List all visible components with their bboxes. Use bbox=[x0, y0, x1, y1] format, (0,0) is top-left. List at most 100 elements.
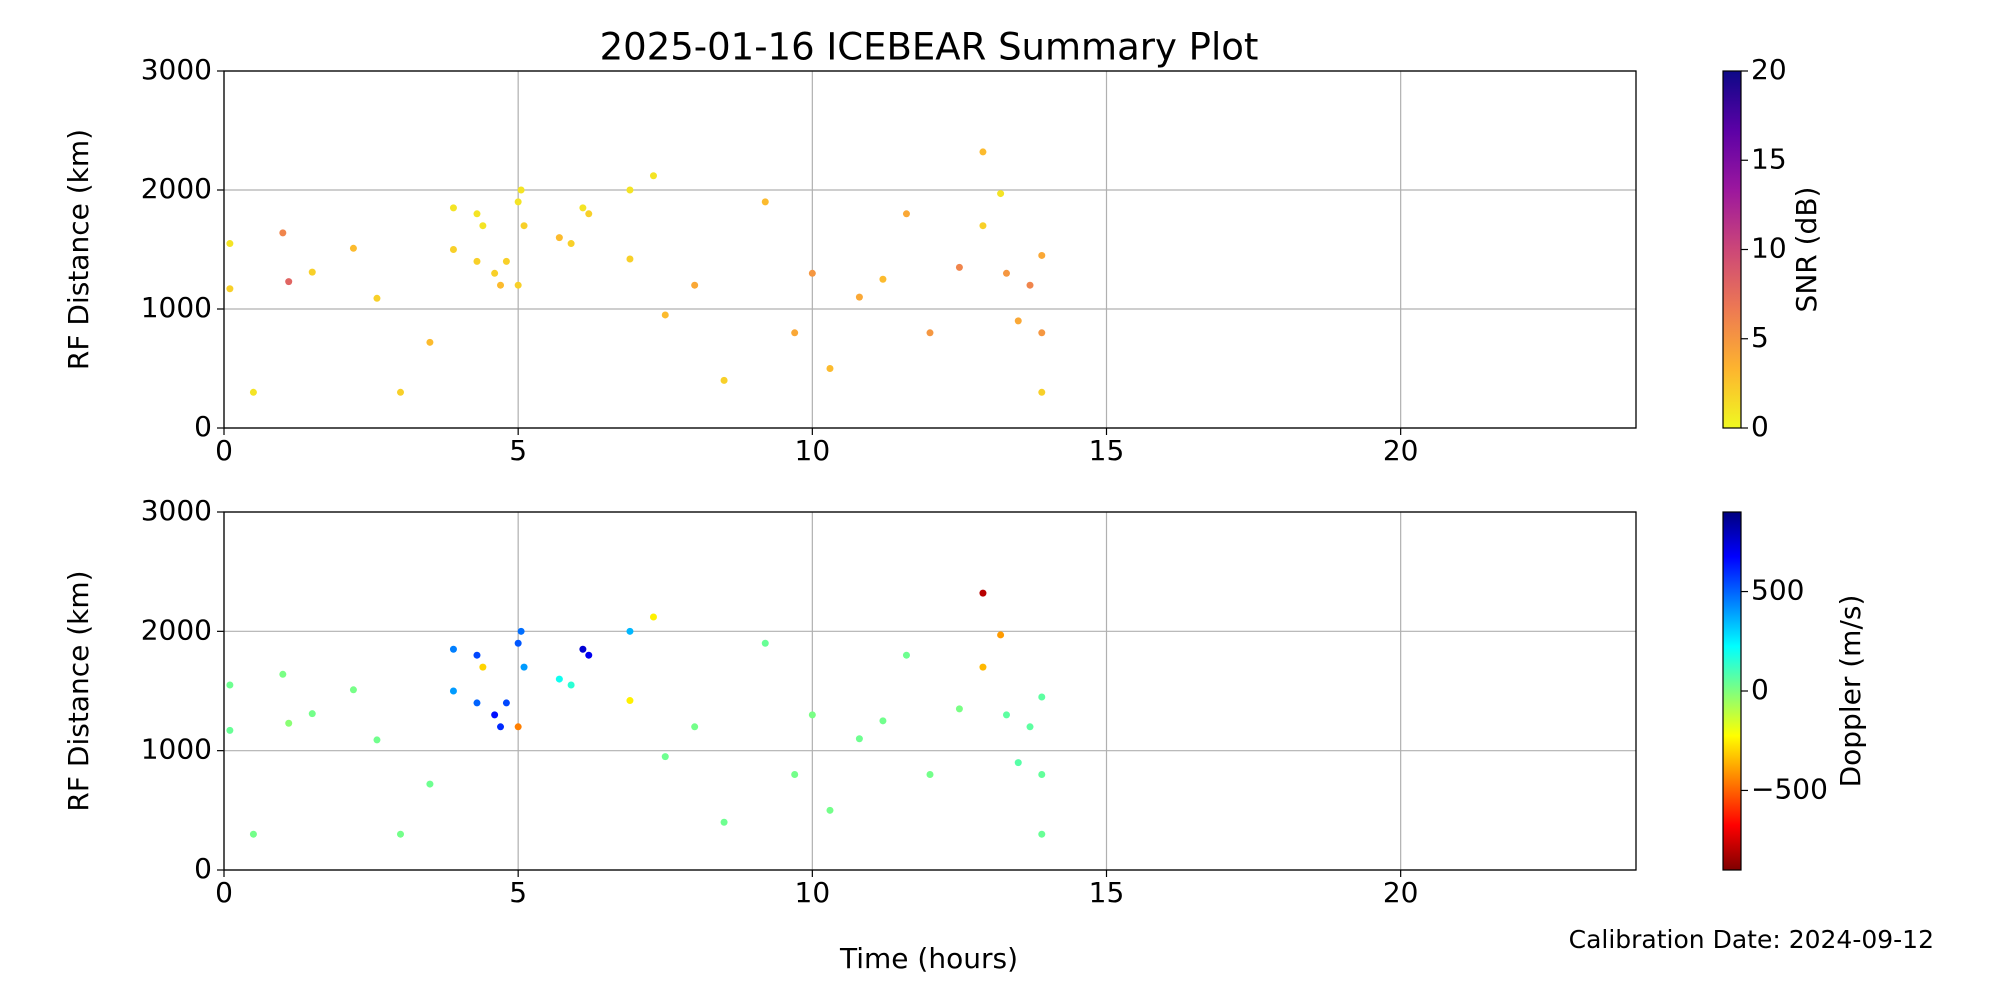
colorbar-label: Doppler (m/s) bbox=[1834, 595, 1867, 788]
data-point bbox=[349, 244, 357, 252]
x-tick-label: 5 bbox=[509, 434, 527, 467]
data-point bbox=[1026, 723, 1034, 731]
figure-title: 2025-01-16 ICEBEAR Summary Plot bbox=[600, 26, 1259, 69]
calibration-note: Calibration Date: 2024-09-12 bbox=[1569, 925, 1934, 954]
data-point bbox=[997, 190, 1005, 198]
y-tick-label: 0 bbox=[194, 852, 212, 885]
colorbar-tick-label: 0 bbox=[1751, 673, 1769, 706]
x-tick-label: 15 bbox=[1089, 434, 1125, 467]
data-point bbox=[373, 736, 381, 744]
data-point bbox=[955, 263, 963, 271]
colorbar-tick-label: 10 bbox=[1751, 232, 1787, 265]
data-point bbox=[791, 329, 799, 337]
data-point bbox=[555, 234, 563, 242]
data-point bbox=[1038, 329, 1046, 337]
data-point bbox=[426, 338, 434, 346]
data-point bbox=[626, 186, 634, 194]
data-point bbox=[626, 697, 634, 705]
data-point bbox=[879, 275, 887, 283]
data-point bbox=[449, 204, 457, 212]
data-point bbox=[661, 311, 669, 319]
data-point bbox=[226, 285, 234, 293]
data-point bbox=[1038, 251, 1046, 259]
data-point bbox=[517, 627, 525, 635]
data-point bbox=[514, 723, 522, 731]
data-point bbox=[249, 388, 257, 396]
data-point bbox=[902, 210, 910, 218]
data-point bbox=[649, 172, 657, 180]
x-tick-label: 20 bbox=[1383, 876, 1419, 909]
data-point bbox=[497, 723, 505, 731]
colorbar-tick-label: 0 bbox=[1751, 410, 1769, 443]
plot-frame bbox=[223, 511, 1637, 871]
data-point bbox=[1002, 711, 1010, 719]
x-axis-label: Time (hours) bbox=[839, 942, 1018, 975]
data-point bbox=[567, 681, 575, 689]
colorbar bbox=[1722, 511, 1742, 871]
data-point bbox=[1026, 281, 1034, 289]
data-point bbox=[285, 278, 293, 286]
data-point bbox=[761, 198, 769, 206]
colorbar-label: SNR (dB) bbox=[1790, 187, 1823, 313]
data-point bbox=[520, 222, 528, 230]
x-tick-label: 5 bbox=[509, 876, 527, 909]
data-point bbox=[514, 639, 522, 647]
x-tick-label: 10 bbox=[795, 876, 831, 909]
data-point bbox=[308, 710, 316, 718]
data-point bbox=[1014, 759, 1022, 767]
data-point bbox=[502, 257, 510, 265]
data-point bbox=[649, 613, 657, 621]
data-point bbox=[979, 148, 987, 156]
data-point bbox=[397, 830, 404, 838]
x-tick-label: 0 bbox=[215, 434, 233, 467]
data-point bbox=[808, 269, 816, 277]
data-point bbox=[285, 719, 293, 727]
data-point bbox=[979, 589, 987, 597]
y-axis-label: RF Distance (km) bbox=[62, 570, 95, 811]
data-point bbox=[491, 269, 499, 277]
data-point bbox=[449, 246, 457, 253]
data-point bbox=[449, 645, 457, 653]
data-point bbox=[808, 711, 816, 719]
x-tick-label: 20 bbox=[1383, 434, 1419, 467]
data-point bbox=[661, 753, 669, 761]
data-point bbox=[585, 651, 593, 659]
colorbar-tick-label: −500 bbox=[1751, 772, 1828, 805]
data-point bbox=[979, 663, 987, 671]
data-point bbox=[373, 294, 381, 302]
data-point bbox=[691, 281, 699, 289]
data-point bbox=[855, 735, 863, 743]
colorbar-tick-label: 15 bbox=[1751, 142, 1787, 175]
y-tick-label: 2000 bbox=[141, 172, 212, 205]
data-point bbox=[955, 705, 963, 713]
data-point bbox=[426, 780, 434, 788]
x-tick-label: 10 bbox=[795, 434, 831, 467]
colorbar-tick-label: 500 bbox=[1751, 574, 1804, 607]
colorbar-tick-label: 20 bbox=[1751, 53, 1787, 86]
data-point bbox=[279, 670, 287, 678]
data-point bbox=[585, 210, 593, 218]
data-point bbox=[349, 686, 357, 694]
data-point bbox=[926, 329, 934, 337]
data-point bbox=[791, 771, 799, 779]
data-point bbox=[1038, 830, 1046, 838]
data-point bbox=[517, 186, 525, 194]
data-point bbox=[761, 639, 769, 647]
data-point bbox=[1014, 317, 1022, 325]
data-point bbox=[1038, 771, 1046, 779]
data-point bbox=[479, 222, 487, 230]
data-point bbox=[514, 281, 522, 289]
y-tick-label: 0 bbox=[194, 410, 212, 443]
data-point bbox=[279, 229, 287, 237]
data-point bbox=[473, 651, 481, 659]
data-point bbox=[579, 645, 587, 653]
data-point bbox=[879, 717, 887, 725]
y-tick-label: 1000 bbox=[141, 733, 212, 766]
data-point bbox=[473, 699, 481, 707]
data-point bbox=[626, 627, 634, 635]
y-tick-label: 3000 bbox=[141, 53, 212, 86]
data-point bbox=[555, 675, 563, 683]
data-point bbox=[926, 771, 934, 779]
plot-frame bbox=[223, 70, 1637, 429]
